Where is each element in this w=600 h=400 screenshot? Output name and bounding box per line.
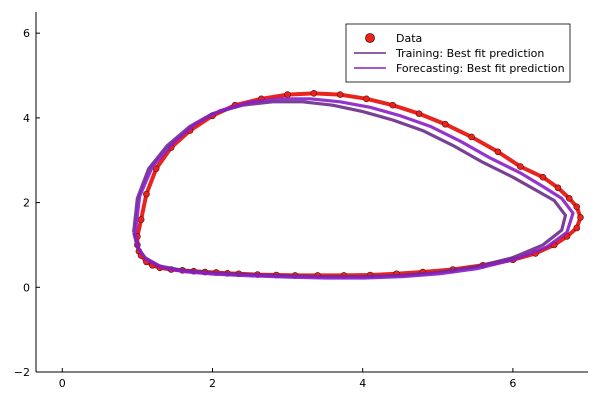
data-point (565, 195, 573, 202)
y-tick-label: 0 (23, 281, 30, 294)
data-point (336, 91, 344, 98)
legend-label: Forecasting: Best fit prediction (396, 62, 565, 75)
axes: 0 2 4 6 −2 0 2 4 6 (14, 12, 588, 390)
data-point (137, 216, 145, 223)
data-point (143, 190, 150, 198)
x-tick-label: 0 (59, 377, 66, 390)
data-point (363, 95, 370, 103)
data-point (573, 203, 581, 211)
legend-label: Training: Best fit prediction (395, 47, 544, 60)
legend-marker-data (365, 33, 375, 43)
y-tick-label: −2 (14, 366, 30, 379)
data-point (573, 224, 581, 232)
data-point (389, 101, 397, 109)
y-tick-label: 6 (23, 27, 30, 40)
y-tick-label: 4 (23, 112, 30, 125)
training-line (132, 100, 568, 279)
data-point (442, 120, 449, 128)
x-tick-label: 6 (509, 377, 516, 390)
forecasting-line (133, 97, 575, 280)
data-point (415, 110, 423, 117)
data-point (468, 133, 475, 141)
x-tick-label: 2 (209, 377, 216, 390)
x-tick-label: 4 (359, 377, 366, 390)
legend-label: Data (396, 32, 422, 45)
plot-area (132, 90, 584, 280)
y-tick-label: 2 (23, 197, 30, 210)
data-point (517, 163, 524, 170)
data-point (310, 90, 318, 97)
legend: Data Training: Best fit prediction Forecas… (345, 23, 571, 83)
data-point (494, 148, 502, 156)
data-point (284, 91, 291, 98)
data-point (554, 184, 562, 192)
data-point (539, 173, 547, 181)
data-point (577, 214, 584, 221)
